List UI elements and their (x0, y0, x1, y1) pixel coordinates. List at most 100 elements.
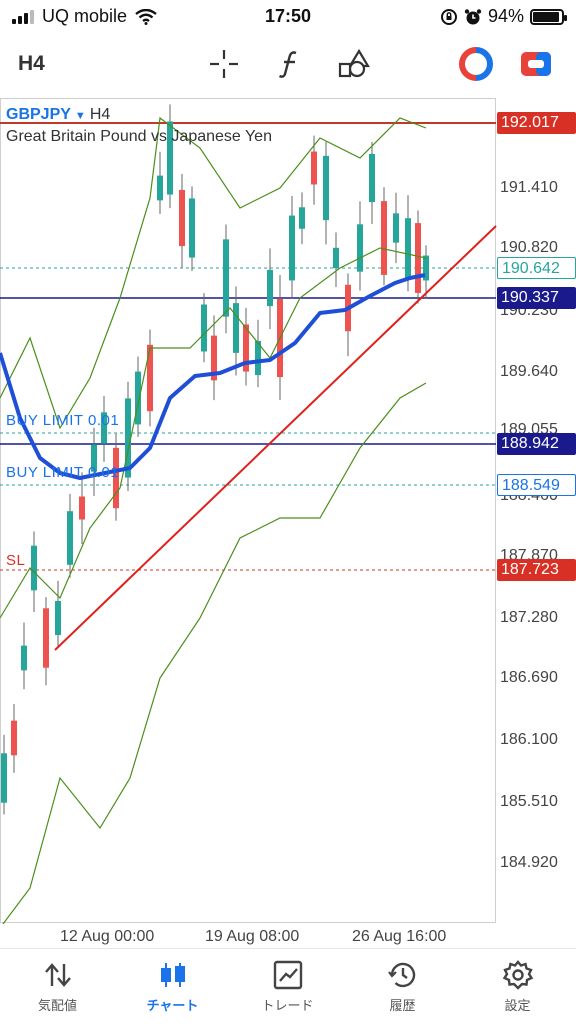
candle-body (381, 201, 387, 275)
price-tag: 188.942 (497, 433, 576, 455)
nav-label: 気配値 (37, 998, 77, 1013)
candle-body (1, 753, 7, 803)
candle-body (393, 213, 399, 243)
candle-body (299, 207, 305, 229)
candle-body (135, 371, 141, 425)
candle-body (55, 600, 61, 636)
chart-canvas[interactable] (0, 98, 576, 924)
chart-toolbar: H4 (0, 38, 576, 90)
trade-toggle-icon[interactable] (456, 44, 496, 84)
history-icon (387, 957, 419, 993)
candle-body (21, 645, 27, 671)
candle-body (179, 189, 185, 247)
nav-label: 履歴 (389, 998, 416, 1013)
candle-body (405, 218, 411, 278)
crosshair-icon[interactable] (204, 44, 244, 84)
upper-band (0, 116, 427, 430)
candle-body (31, 545, 37, 591)
carrier-label: UQ mobile (42, 6, 128, 26)
signal-icon (12, 9, 34, 24)
time-axis-label: 12 Aug 00:00 (60, 928, 155, 945)
status-left: UQ mobile (12, 6, 157, 27)
candle-body (289, 215, 295, 281)
order-label[interactable]: BUY LIMIT 0.01 (6, 412, 120, 429)
symbol-dropdown-icon[interactable]: ▼ (74, 110, 86, 122)
price-axis-label: 190.820 (500, 239, 558, 256)
price-tag: 190.642 (497, 257, 576, 279)
candle-body (157, 175, 163, 201)
price-axis-label: 187.280 (500, 609, 558, 626)
candle-body (189, 198, 195, 258)
candle-body (357, 224, 363, 272)
candle-body (333, 247, 339, 269)
candle-body (101, 412, 107, 444)
candle-body (323, 155, 329, 221)
candle-body (267, 269, 273, 307)
time-axis-label: 26 Aug 16:00 (352, 928, 447, 945)
candle-body (423, 255, 429, 281)
timeframe-button[interactable]: H4 (18, 52, 45, 75)
time-axis-label: 19 Aug 08:00 (205, 928, 300, 945)
symbol-name[interactable]: GBPJPY (6, 106, 71, 123)
candle-body (243, 324, 249, 372)
candle-body (91, 444, 97, 472)
symbol-timeframe: H4 (89, 106, 111, 123)
candle-body (211, 335, 217, 381)
price-axis-label: 184.920 (500, 854, 558, 871)
one-click-icon[interactable] (516, 44, 556, 84)
price-tag: 187.723 (497, 559, 576, 581)
nav-label: トレード (261, 998, 314, 1013)
order-label[interactable]: SL (6, 552, 26, 569)
lower-band (2, 382, 427, 924)
price-axis-label: 189.640 (500, 363, 558, 380)
candle-body (311, 151, 317, 185)
price-chart[interactable]: GBPJPY ▼ H4 Great Britain Pound vs Japanes… (0, 98, 576, 945)
nav-quotes[interactable]: 気配値 (0, 957, 115, 1021)
quotes-icon (42, 957, 74, 993)
wifi-icon (135, 8, 157, 25)
trend-line (54, 225, 497, 651)
status-bar: UQ mobile 17:50 94% (0, 0, 576, 34)
symbol-description: Great Britain Pound vs Japanese Yen (6, 128, 272, 145)
candle-body (43, 608, 49, 668)
function-icon[interactable] (270, 44, 310, 84)
price-axis-label: 186.690 (500, 669, 558, 686)
price-axis-label: 186.100 (500, 731, 558, 748)
chart-icon (157, 957, 189, 993)
candle-body (369, 153, 375, 203)
status-right: 94% (440, 6, 567, 27)
price-tag: 188.549 (497, 474, 576, 496)
candle-body (147, 344, 153, 412)
objects-icon[interactable] (334, 44, 374, 84)
battery-percent: 94% (487, 6, 524, 26)
candle-body (79, 496, 85, 520)
candle-body (255, 340, 261, 376)
candle-body (113, 447, 119, 509)
candle-body (223, 239, 229, 317)
price-axis-label: 185.510 (500, 793, 558, 810)
candle-body (233, 303, 239, 353)
candle-body (67, 511, 73, 565)
clock: 17:50 (264, 6, 312, 26)
nav-label: チャート (146, 998, 199, 1013)
candle-body (415, 223, 421, 293)
candle-body (125, 398, 131, 478)
battery-icon (530, 8, 567, 25)
nav-trade[interactable]: トレード (230, 957, 345, 1021)
trade-icon (272, 957, 304, 993)
moving-average-line (0, 273, 426, 480)
settings-icon (502, 957, 534, 993)
alarm-icon (464, 8, 482, 24)
candle-body (11, 720, 17, 756)
symbol-header: GBPJPY ▼ H4 (6, 106, 110, 124)
nav-chart[interactable]: チャート (115, 957, 230, 1021)
price-axis-label: 191.410 (500, 179, 558, 196)
nav-settings[interactable]: 設定 (460, 957, 575, 1021)
price-tag: 190.337 (497, 287, 576, 309)
nav-label: 設定 (504, 998, 531, 1013)
order-label[interactable]: BUY LIMIT 0.01 (6, 464, 120, 481)
bottom-nav: 気配値 チャート トレード (0, 948, 576, 1024)
rotation-lock-icon (440, 8, 457, 25)
middle-band (0, 247, 427, 619)
nav-history[interactable]: 履歴 (345, 957, 460, 1021)
